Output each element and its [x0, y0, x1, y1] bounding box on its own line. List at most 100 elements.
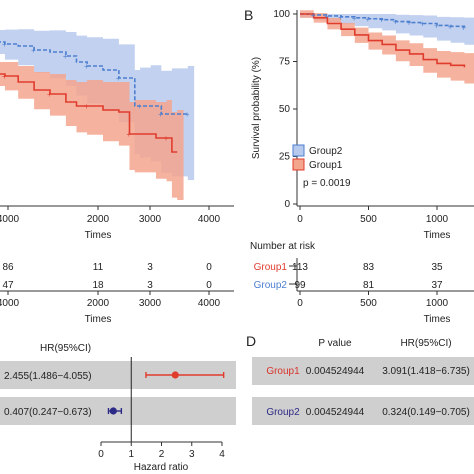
panel-a-risk-cell: 3 [147, 262, 153, 273]
panel-b-x-label: Times [424, 230, 451, 241]
panel-a-risk-table: 86 11 3 0 47 18 3 0 4000 2000 3000 4000 Times [0, 262, 234, 325]
panel-b-y-tick-label: 100 [273, 9, 290, 20]
panel-a-x-tick-label: 2000 [87, 214, 110, 225]
panel-b-km-plot: + + + + + + + + + + + + 100 75 50 25 00 500 1000 Times Sur… [251, 9, 474, 241]
legend-group1-label: Group1 [309, 160, 343, 171]
panel-b-group2-censor-mark: + [338, 13, 343, 22]
panel-a-risk-tick-label: 3000 [139, 298, 162, 309]
forest-hr-point [171, 371, 179, 379]
panel-b-y-tick-label: 25 [279, 152, 291, 163]
panel-b-risk-row-label: Group2 [254, 280, 288, 291]
table-row-2-label: Group2 [266, 407, 300, 418]
panel-d-letter: D [246, 333, 256, 349]
risk-table-title: Number at risk [250, 241, 316, 252]
panel-b-risk-x-label: Times [424, 314, 451, 325]
panel-b-risk-cell: 113 [292, 262, 308, 273]
panel-a-group2-censor-mark: + [31, 46, 36, 55]
table-row-1-hr: 3.091(1.418−6.735) [382, 366, 470, 377]
panel-b-risk-row-label: Group1 [254, 262, 288, 273]
panel-b-risk-cell: 99 [294, 280, 306, 291]
panel-a-x-tick-label: 4000 [0, 214, 20, 225]
panel-a-risk-tick-label: 4000 [198, 298, 221, 309]
panel-b-x-tick-label: 1000 [426, 214, 449, 225]
panel-d-table: D P value HR(95%CI) Group1 0.004524944 3… [246, 333, 474, 425]
panel-a-group2-censor-mark: + [158, 110, 163, 119]
panel-b-group2-censor-mark: + [407, 19, 412, 28]
panel-b-group2-censor-mark: + [420, 20, 425, 29]
table-row-1-label: Group1 [266, 366, 300, 377]
forest-x-label: Hazard ratio [134, 462, 189, 473]
table-row-2-hr: 0.324(0.149−0.705) [382, 407, 470, 418]
table-row-1-p: 0.004524944 [306, 366, 365, 377]
panel-a-risk-cell: 11 [93, 262, 104, 273]
panel-b-group2-censor-mark: + [434, 21, 439, 30]
panel-a-risk-cell: 0 [206, 280, 212, 291]
panel-a-group1-censor-mark: + [164, 134, 169, 143]
panel-b-y-tick-label: 75 [279, 57, 291, 68]
panel-b-letter: B [244, 7, 253, 23]
table-row-2-p: 0.004524944 [306, 407, 365, 418]
forest-x-tick-label: 2 [159, 449, 165, 460]
forest-x-tick-label: 0 [98, 449, 104, 460]
panel-a-group2-censor-mark: + [116, 74, 121, 83]
table-header-hr: HR(95%CI) [400, 338, 451, 349]
panel-a-group2-censor-mark: + [63, 52, 68, 61]
panel-b-risk-tick-label: 1000 [426, 298, 449, 309]
forest-x-tick-label: 4 [219, 449, 225, 460]
forest-x-tick-label: 3 [189, 449, 195, 460]
panel-a-x-label: Times [85, 230, 112, 241]
panel-a-group2-censor-mark: + [2, 40, 7, 49]
panel-b-risk-tick-label: 500 [360, 298, 377, 309]
panel-b-group2-censor-mark: + [352, 14, 357, 23]
legend-group2-swatch [292, 144, 305, 157]
panel-b-risk-cell: 35 [431, 262, 443, 273]
panel-a-group1-ci-band [0, 62, 184, 200]
panel-b-risk-cell: 37 [431, 280, 443, 291]
table-row-1-bg [252, 357, 474, 385]
panel-b-group2-censor-mark: + [311, 11, 316, 20]
panel-a-risk-x-label: Times [85, 314, 112, 325]
panel-b-group2-censor-mark: + [461, 23, 466, 32]
panel-a-x-tick-label: 4000 [198, 214, 221, 225]
panel-b-y-label: Survival probability (%) [251, 57, 262, 159]
legend-group2-label: Group2 [309, 146, 343, 157]
panel-a-group1-censor-mark: + [47, 90, 52, 99]
panel-a-group1-censor-mark: + [84, 102, 89, 111]
table-row-2-bg [252, 397, 474, 425]
panel-a-group2-line [0, 41, 188, 115]
panel-b-group2-censor-mark: + [448, 22, 453, 31]
panel-b-y-tick-label: 0 [284, 199, 290, 210]
panel-a-risk-cell: 3 [147, 280, 153, 291]
forest-hr-point [109, 407, 117, 415]
panel-a-risk-tick-label: 4000 [0, 298, 20, 309]
forest-row-text: 2.455(1.486−4.055) [4, 371, 92, 382]
panel-b-x-tick-label: 0 [297, 214, 303, 225]
panel-b-risk-cell: 81 [363, 280, 375, 291]
panel-b-group2-censor-mark: + [324, 12, 329, 21]
panel-a-group1-censor-mark: + [2, 72, 7, 81]
panel-b-group2-censor-mark: + [393, 18, 398, 27]
panel-a-group1-line [0, 73, 178, 153]
panel-a-risk-cell: 0 [206, 262, 212, 273]
panel-b-group1-line [300, 13, 466, 68]
panel-a-x-tick-label: 3000 [139, 214, 162, 225]
panel-c-forest-plot: HR(95%CI) 2.455(1.486−4.055) 0.407(0.247−… [0, 343, 236, 473]
panel-a-risk-cell: 18 [92, 280, 104, 291]
legend-group1-swatch [292, 158, 305, 171]
panel-a-group2-censor-mark: + [84, 62, 89, 71]
panel-b-group2-line [300, 13, 466, 28]
panel-b-y-tick-label: 50 [279, 104, 291, 115]
forest-row-text: 0.407(0.247−0.673) [4, 407, 92, 418]
panel-b-x-tick-label: 500 [360, 214, 377, 225]
panel-a-km-plot: + + + + + + + + + + + + + 4000 2000 3000 4000 Times [0, 29, 234, 241]
panel-a-risk-cell: 47 [2, 280, 14, 291]
table-header-p: P value [318, 338, 352, 349]
panel-b-group2-censor-mark: + [366, 15, 371, 24]
panel-b-group2-ci-band [300, 14, 474, 45]
forest-header: HR(95%CI) [40, 343, 91, 354]
panel-a-group1-censor-mark: + [127, 130, 132, 139]
panel-b-risk-tick-label: 0 [297, 298, 303, 309]
p-value-annotation: p = 0.0019 [303, 178, 351, 189]
panel-b-group2-censor-mark: + [379, 16, 384, 25]
